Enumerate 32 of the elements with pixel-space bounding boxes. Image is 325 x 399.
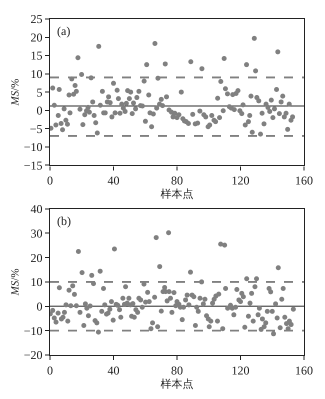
x-tick-label: 40 (108, 364, 120, 378)
y-tick-label: 0 (36, 299, 42, 314)
text: (b) (57, 214, 71, 228)
x-tick-label: 160 (295, 364, 313, 378)
x-tick-label: 120 (232, 364, 250, 378)
y-tick-label: −5 (30, 122, 42, 136)
y-axis-title: MS/% (9, 78, 22, 107)
x-axis-title: 样本点 (160, 188, 194, 201)
y-tick-label: 30 (30, 226, 42, 240)
x-tick-label: 40 (108, 174, 120, 188)
x-tick-label: 80 (171, 364, 183, 378)
y-tick-label: −15 (24, 158, 42, 172)
x-tick-label: 160 (295, 174, 313, 188)
y-tick-label: 15 (30, 48, 42, 63)
y-tick-label: −10 (24, 324, 42, 338)
chart-title: (a) (57, 24, 70, 38)
x-axis-title: 样本点 (160, 378, 194, 390)
y-tick-label: −20 (24, 348, 42, 362)
y-tick-label: 25 (30, 12, 42, 26)
y-tick-label: −10 (24, 140, 42, 154)
y-tick-label: 0 (36, 104, 42, 118)
y-tick-label: 40 (30, 202, 42, 216)
y-tick-label: 20 (30, 30, 42, 44)
y-axis-title: MS/% (9, 268, 22, 296)
x-tick-label: 0 (47, 364, 53, 378)
y-tick-label: 5 (36, 85, 42, 100)
y-tick-label: 10 (30, 275, 42, 290)
x-tick-label: 80 (171, 174, 183, 188)
y-tick-label: 20 (30, 250, 42, 265)
x-tick-label: 120 (232, 174, 250, 188)
y-tick-label: 10 (30, 67, 42, 82)
x-tick-label: 0 (47, 174, 53, 188)
